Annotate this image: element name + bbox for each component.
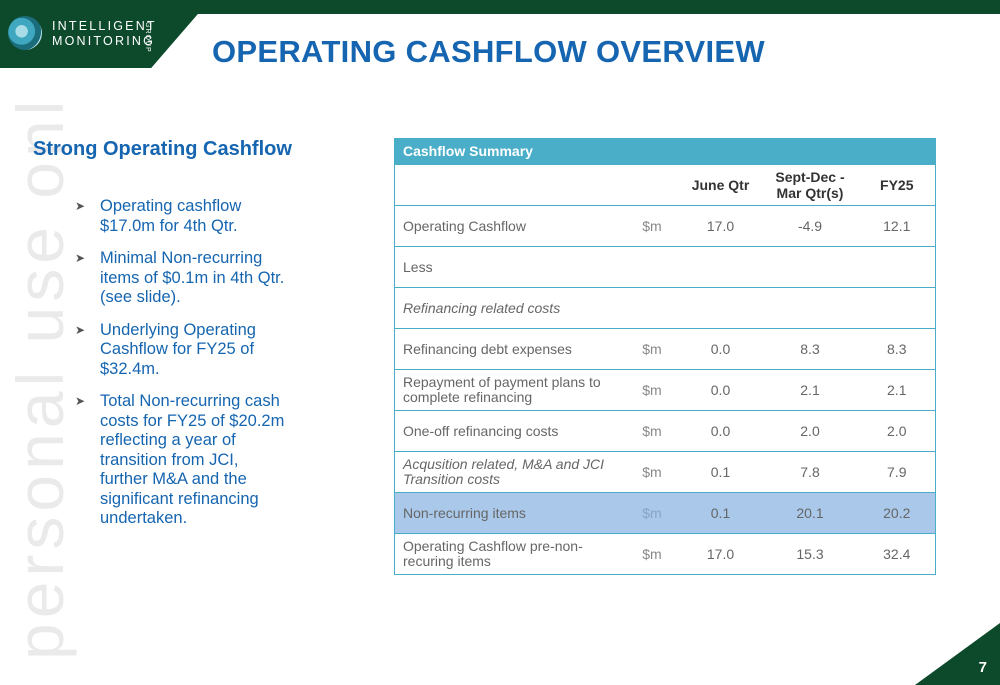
row-june-value: 17.0 (679, 205, 762, 247)
row-unit (624, 246, 680, 288)
arrow-bullet-icon: ➤ (75, 251, 86, 265)
row-june-value: 17.0 (679, 533, 762, 575)
row-label: Refinancing related costs (394, 287, 625, 329)
arrow-bullet-icon: ➤ (75, 199, 86, 213)
row-unit: $m (624, 410, 680, 452)
table-header-row: June Qtr Sept-Dec - Mar Qtr(s) FY25 (394, 164, 936, 206)
row-unit: $m (624, 451, 680, 493)
row-fy-value: 2.1 (858, 369, 936, 411)
bullet-text: Total Non-recurring cash costs for FY25 … (100, 392, 285, 527)
row-sept-value (761, 246, 859, 288)
column-header-fy25: FY25 (858, 164, 936, 206)
logo-line-2: MONITORING (52, 34, 156, 48)
arrow-bullet-icon: ➤ (75, 394, 86, 408)
table-title-row: Cashflow Summary (394, 138, 936, 165)
row-sept-value: 20.1 (761, 492, 859, 534)
row-june-value: 0.1 (679, 492, 762, 534)
row-unit (624, 287, 680, 329)
row-label: Non-recurring items (394, 492, 625, 534)
section-heading: Strong Operating Cashflow (33, 138, 292, 160)
row-label: Less (394, 246, 625, 288)
bullet-text: Operating cashflow $17.0m for 4th Qtr. (100, 197, 242, 235)
row-fy-value: 20.2 (858, 492, 936, 534)
table-row: Refinancing debt expenses $m 0.0 8.3 8.3 (394, 328, 936, 370)
row-june-value: 0.0 (679, 369, 762, 411)
row-june-value: 0.0 (679, 328, 762, 370)
table-row: Less (394, 246, 936, 288)
table-row: Acqusition related, M&A and JCI Transiti… (394, 451, 936, 493)
row-sept-value: 15.3 (761, 533, 859, 575)
row-unit: $m (624, 369, 680, 411)
corner-decoration (915, 623, 1000, 685)
company-logo-text: INTELLIGENT MONITORING (52, 19, 157, 49)
row-june-value: 0.1 (679, 451, 762, 493)
bullet-item: ➤ Underlying Operating Cashflow for FY25 … (75, 321, 287, 380)
row-fy-value: 8.3 (858, 328, 936, 370)
row-unit: $m (624, 492, 680, 534)
row-fy-value: 32.4 (858, 533, 936, 575)
column-header-unit (624, 164, 680, 206)
cashflow-summary-table: Cashflow Summary June Qtr Sept-Dec - Mar… (394, 138, 936, 575)
column-header-label (394, 164, 625, 206)
row-sept-value: -4.9 (761, 205, 859, 247)
page-number: 7 (978, 659, 987, 676)
watermark-text: personal use only (3, 100, 77, 660)
row-fy-value (858, 246, 936, 288)
row-unit: $m (624, 205, 680, 247)
table-row: Operating Cashflow $m 17.0 -4.9 12.1 (394, 205, 936, 247)
row-fy-value: 12.1 (858, 205, 936, 247)
row-sept-value: 2.0 (761, 410, 859, 452)
bullet-item: ➤ Operating cashflow $17.0m for 4th Qtr. (75, 197, 287, 236)
table-row: Refinancing related costs (394, 287, 936, 329)
column-header-sept-mar: Sept-Dec - Mar Qtr(s) (761, 164, 859, 206)
row-label: Repayment of payment plans to complete r… (394, 369, 625, 411)
row-label: Operating Cashflow pre-non-recuring item… (394, 533, 625, 575)
row-june-value (679, 246, 762, 288)
row-fy-value: 2.0 (858, 410, 936, 452)
row-label: One-off refinancing costs (394, 410, 625, 452)
row-june-value (679, 287, 762, 329)
bullet-item: ➤ Minimal Non-recurring items of $0.1m in… (75, 249, 287, 308)
row-sept-value (761, 287, 859, 329)
row-label: Operating Cashflow (394, 205, 625, 247)
page-title: OPERATING CASHFLOW OVERVIEW (212, 34, 765, 69)
logo-line-1: INTELLIGENT (52, 19, 157, 33)
table-title: Cashflow Summary (394, 138, 936, 165)
bullet-item: ➤ Total Non-recurring cash costs for FY25… (75, 392, 287, 529)
top-band (0, 0, 1000, 14)
table-row: Operating Cashflow pre-non-recuring item… (394, 533, 936, 575)
arrow-bullet-icon: ➤ (75, 322, 86, 337)
logo-group-text: GROUP (144, 22, 151, 53)
row-label: Refinancing debt expenses (394, 328, 625, 370)
bullet-list: ➤ Operating cashflow $17.0m for 4th Qtr. … (75, 197, 287, 542)
bullet-text: Minimal Non-recurring items of $0.1m in … (100, 249, 285, 306)
table-row: Repayment of payment plans to complete r… (394, 369, 936, 411)
row-unit: $m (624, 533, 680, 575)
bullet-text: Underlying Operating Cashflow for FY25 o… (100, 320, 256, 378)
column-header-june-qtr: June Qtr (679, 164, 762, 206)
row-sept-value: 7.8 (761, 451, 859, 493)
row-fy-value (858, 287, 936, 329)
table-row: One-off refinancing costs $m 0.0 2.0 2.0 (394, 410, 936, 452)
watermark: personal use only (0, 100, 80, 685)
row-fy-value: 7.9 (858, 451, 936, 493)
row-sept-value: 8.3 (761, 328, 859, 370)
row-unit: $m (624, 328, 680, 370)
table-row-highlighted: Non-recurring items $m 0.1 20.1 20.2 (394, 492, 936, 534)
row-label: Acqusition related, M&A and JCI Transiti… (394, 451, 625, 493)
company-logo-icon (8, 16, 42, 50)
row-sept-value: 2.1 (761, 369, 859, 411)
row-june-value: 0.0 (679, 410, 762, 452)
